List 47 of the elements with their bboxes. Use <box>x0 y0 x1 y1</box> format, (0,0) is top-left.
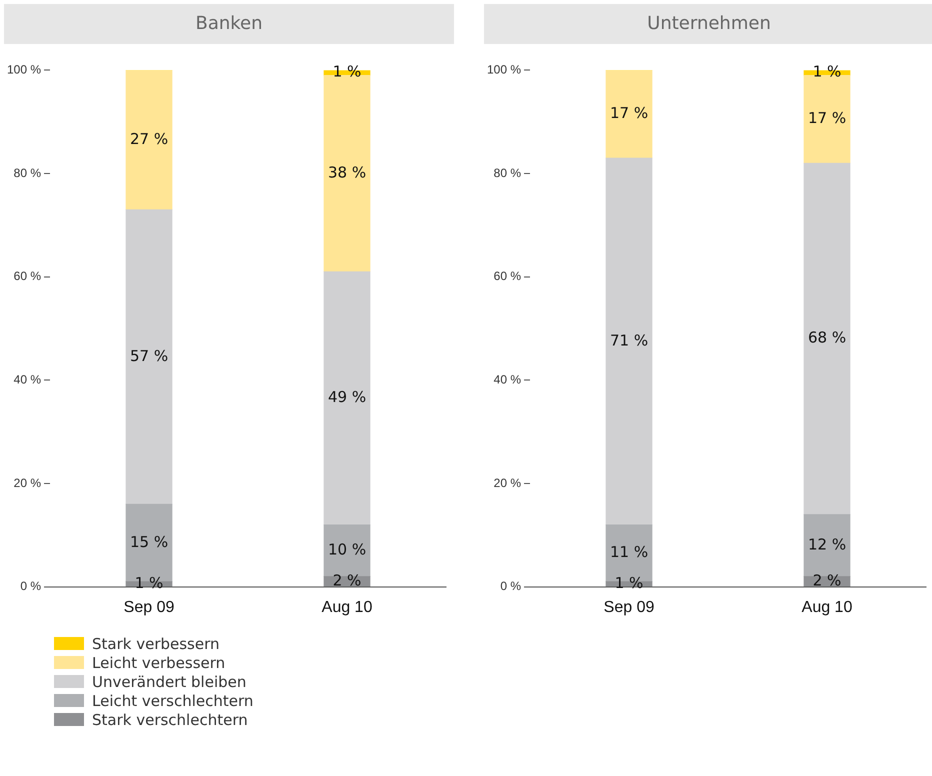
bar <box>804 162 850 515</box>
y-tick-label: 40 % <box>494 372 522 386</box>
data-label: 17 % <box>808 109 846 128</box>
y-tick-label: 20 % <box>14 476 42 490</box>
data-label: 68 % <box>808 328 846 347</box>
bar <box>804 75 850 164</box>
bar <box>324 271 370 526</box>
data-label: 57 % <box>130 346 168 365</box>
legend-label: Unverändert bleiben <box>92 672 246 690</box>
data-label: 17 % <box>610 104 648 122</box>
y-tick-label: 20 % <box>494 476 522 490</box>
legend-label: Leicht verbessern <box>92 654 226 672</box>
x-tick-label: Sep 09 <box>604 598 654 616</box>
bar <box>324 75 370 272</box>
data-label: 49 % <box>328 388 366 406</box>
y-tick-label: 60 % <box>14 269 42 284</box>
legend-label: Stark verschlechtern <box>92 710 248 728</box>
data-label: 15 % <box>130 532 168 551</box>
data-label: 2 % <box>812 571 842 590</box>
data-label: 1 % <box>614 574 644 592</box>
y-tick-label: 100 % <box>6 62 42 77</box>
bar <box>126 70 172 210</box>
y-tick-label: 80 % <box>494 166 522 180</box>
data-label: 11 % <box>610 543 648 562</box>
data-label: 10 % <box>328 540 366 559</box>
bar <box>606 70 652 158</box>
bar <box>126 209 172 504</box>
chart-title: Unternehmen <box>484 4 932 44</box>
data-label: 27 % <box>130 130 168 148</box>
y-tick-label: 40 % <box>14 372 42 386</box>
legend-label: Stark verbessern <box>92 634 220 652</box>
chart-title: Banken <box>4 4 454 44</box>
data-label: 12 % <box>808 535 846 554</box>
y-tick-label: 100 % <box>486 62 522 77</box>
data-label: 38 % <box>328 163 366 182</box>
x-tick-label: Aug 10 <box>322 598 372 616</box>
bar <box>606 158 652 526</box>
y-tick-label: 60 % <box>494 269 522 284</box>
y-tick-label: 0 % <box>20 579 42 594</box>
y-tick-label: 0 % <box>500 579 522 594</box>
data-label: 2 % <box>332 571 362 590</box>
legend-label: Leicht verschlechtern <box>92 692 254 710</box>
data-label: 1 % <box>134 574 164 592</box>
x-tick-label: Aug 10 <box>802 598 852 616</box>
x-tick-label: Sep 09 <box>124 598 174 616</box>
data-label: 71 % <box>610 331 648 350</box>
y-tick-label: 80 % <box>14 166 42 180</box>
